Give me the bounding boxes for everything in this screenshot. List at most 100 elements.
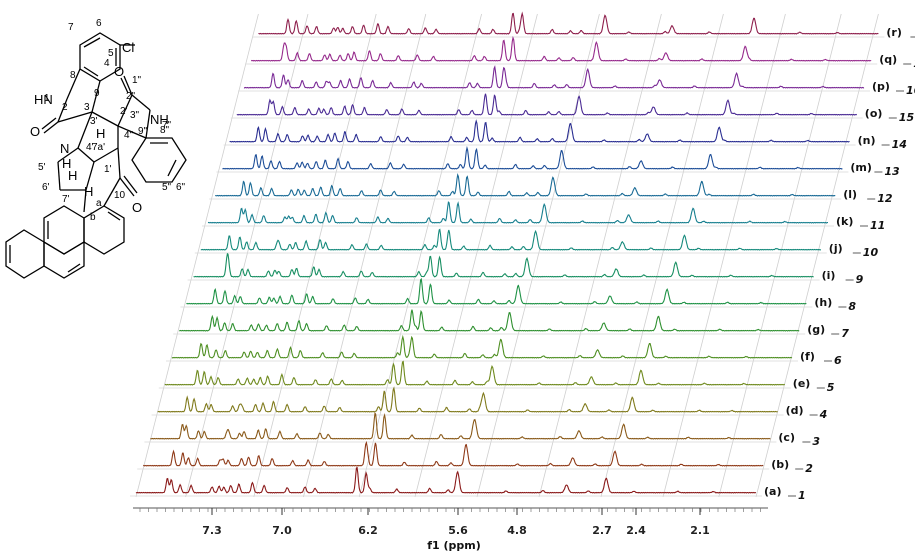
atom-label: H (84, 184, 93, 199)
grid-line (414, 13, 538, 498)
nmr-spectra (135, 11, 879, 494)
spectrum-number-label: 13 (884, 165, 900, 178)
spectrum-trace (171, 334, 793, 359)
spectrum-number-label: 2 (805, 462, 813, 475)
pyrene-ring-2 (43, 205, 85, 255)
atom-label: N (60, 141, 69, 156)
atom-label: O (114, 64, 124, 79)
atom-label: O (132, 200, 142, 215)
spectrum-trace (179, 309, 800, 332)
x-axis-title: f1 (ppm) (427, 539, 481, 552)
position-label: 3' (90, 116, 98, 127)
spectrum-number-label: 16 (906, 84, 915, 97)
spectrum-number-label: 12 (877, 192, 893, 205)
spectrum-letter-label: (p) (872, 80, 890, 93)
position-label: a (96, 198, 102, 209)
spectrum-number-label: 11 (870, 219, 885, 232)
spectrum-number-label: 9 (856, 273, 864, 286)
position-label: 2 (62, 102, 68, 113)
spectrum-letter-label: (j) (829, 242, 843, 255)
grid-line (718, 13, 842, 498)
position-label: 8" (160, 125, 170, 136)
position-label: 7' (62, 194, 70, 205)
position-label: 3 (84, 102, 90, 113)
grid-line (135, 13, 259, 498)
grid-line (253, 13, 377, 498)
spectrum-number-label: 17 (913, 57, 915, 70)
position-label: 1" (132, 75, 142, 86)
spectrum-number-label: 3 (812, 435, 820, 448)
position-label: 5" (162, 182, 172, 193)
spectrum-number-label: 4 (819, 408, 828, 421)
grid-line (303, 13, 427, 498)
spectrum-trace (207, 201, 828, 224)
spectrum-number-label: 8 (848, 300, 856, 313)
grid-line (755, 13, 879, 498)
spectrum-trace (250, 35, 872, 62)
spectrum-letter-label: (q) (879, 53, 897, 66)
position-label: 9" (138, 126, 148, 137)
spectrum-letter-label: (b) (771, 458, 789, 471)
spectrum-trace (143, 440, 764, 467)
x-tick-label: 5.6 (448, 524, 468, 537)
spectrum-letter-label: (k) (836, 215, 853, 228)
spectrum-number-label: 14 (892, 138, 907, 151)
spectrum-trace (164, 360, 785, 386)
spectrum-letter-label: (h) (814, 296, 832, 309)
pyrene-ring-4 (43, 240, 85, 279)
spectrum-letter-label: (r) (886, 26, 901, 39)
spectrum-trace (222, 145, 843, 170)
x-tick-label: 4.8 (507, 524, 527, 537)
position-label: 4" (124, 130, 134, 141)
spectrum-number-label: 7 (841, 327, 849, 340)
position-label: 7" (162, 120, 172, 131)
spectrum-letter-label: (d) (786, 404, 804, 417)
spectrum-letter-label: (c) (778, 431, 795, 444)
molecule-structure (5, 32, 187, 279)
atom-label: NH (150, 112, 169, 127)
spectrum-number-label: 10 (863, 246, 879, 259)
spectrum-trace (243, 65, 865, 89)
spectrum-row-labels: (a) 1 (b) 2 (c) 3 (d) 4 (e) 5 (f) 6 (g) 7 (h) 8 (i) 9 (j) 1… (764, 26, 915, 502)
spectrum-letter-label: (a) (764, 485, 781, 498)
spectrum-trace (157, 386, 778, 413)
spectrum-trace (236, 93, 858, 116)
grid-line (185, 13, 309, 498)
position-label: 7a' (92, 142, 105, 153)
spectrum-letter-label: (g) (807, 323, 825, 336)
x-tick-label: 6.2 (358, 524, 378, 537)
position-label: 3" (130, 110, 140, 121)
spectrum-trace (186, 277, 807, 305)
position-label: 4 (104, 58, 110, 69)
position-label: 5' (38, 162, 46, 173)
grid-line (476, 13, 600, 498)
oxindole2-benzene-ring (131, 137, 187, 183)
x-minor-ticks (139, 508, 761, 512)
spectrum-letter-label: (f) (800, 350, 815, 363)
x-tick-label: 7.0 (272, 524, 292, 537)
grid-line (600, 13, 724, 498)
atom-label: Cl (122, 40, 134, 55)
x-tick-label: 2.1 (690, 524, 710, 537)
position-label: 4' (86, 142, 94, 153)
spectrum-number-label: 15 (899, 111, 915, 124)
x-tick-label: 2.7 (592, 524, 612, 537)
grid-line (662, 13, 786, 498)
position-label: 7 (68, 22, 74, 33)
position-label: b (90, 212, 96, 223)
atom-label: O (30, 124, 40, 139)
position-label: 2" (126, 91, 136, 102)
x-tick-label: 7.3 (202, 524, 222, 537)
spectrum-trace (215, 173, 836, 197)
pyrene-ring-3 (5, 229, 45, 279)
spectrum-number-label: 6 (834, 354, 842, 367)
atom-label: H (68, 168, 77, 183)
position-label: 9 (94, 88, 100, 99)
grid-line (358, 13, 482, 498)
position-label: 6 (96, 18, 102, 29)
spectrum-trace (135, 466, 757, 494)
position-label: 10 (114, 190, 126, 201)
spectrum-letter-label: (i) (822, 269, 836, 282)
